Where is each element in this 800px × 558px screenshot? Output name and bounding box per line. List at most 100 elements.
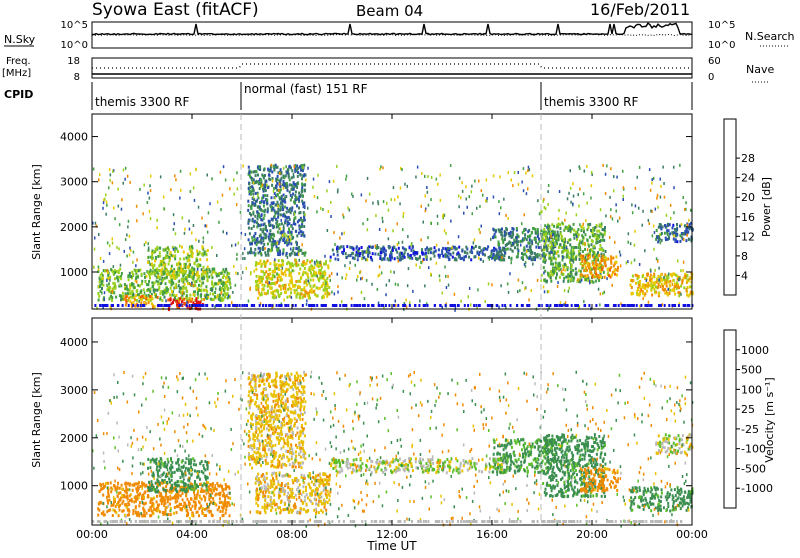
echo-cell [516,227,518,230]
echo-cell [304,213,306,216]
echo-cell [422,253,424,256]
echo-cell [591,171,593,174]
echo-cell [207,279,209,282]
echo-cell [222,510,224,513]
echo-cell [253,181,255,184]
echo-cell [271,218,273,221]
echo-cell [200,490,202,493]
echo-cell [235,272,237,275]
echo-cell [145,484,147,487]
echo-cell [508,171,510,174]
echo-cell [152,285,154,288]
echo-cell [180,286,182,289]
echo-cell [383,200,385,203]
echo-cell [688,238,690,241]
echo-cell [553,225,555,228]
echo-cell [283,194,285,197]
echo-cell [136,258,138,261]
echo-cell [596,230,598,233]
echo-cell [380,255,382,258]
echo-cell [260,185,262,188]
echo-cell [668,304,670,307]
echo-cell [587,248,589,251]
echo-cell [589,280,591,283]
echo-cell [436,262,438,265]
echo-cell [582,255,584,258]
echo-cell [508,291,510,294]
echo-cell [575,273,577,276]
echo-cell [222,488,224,491]
echo-cell [229,514,231,517]
echo-cell [595,304,597,307]
echo-cell [276,185,278,188]
nsearch-tick-top: 10^5 [708,20,735,31]
echo-cell [213,298,215,301]
echo-cell [215,287,217,290]
echo-cell [273,234,275,237]
echo-cell [600,208,602,211]
echo-cell [523,167,525,170]
echo-cell [642,210,644,213]
echo-cell [207,266,209,269]
echo-cell [690,222,692,225]
echo-cell [448,284,450,287]
echo-cell [450,220,452,223]
echo-cell [362,253,364,256]
echo-cell [642,224,644,227]
echo-cell [310,289,312,292]
echo-cell [547,228,549,231]
echo-cell [167,500,169,503]
echo-cell [601,222,603,225]
echo-cell [303,225,305,228]
echo-cell [168,262,170,265]
echo-cell [275,166,277,169]
echo-cell [263,169,265,172]
echo-cell [248,166,250,169]
echo-cell [253,225,255,228]
echo-cell [220,171,222,174]
echo-cell [606,277,608,280]
echo-cell [121,272,123,275]
echo-cell [398,241,400,244]
echo-cell [180,189,182,192]
echo-cell [524,287,526,290]
echo-cell [537,199,539,202]
echo-cell [595,280,597,283]
echo-cell [565,226,567,229]
echo-cell [159,298,161,301]
echo-cell [125,485,127,488]
echo-cell [658,278,660,281]
echo-cell [426,246,428,249]
echo-cell [301,177,303,180]
echo-cell [257,194,259,197]
echo-cell [105,213,107,216]
echo-cell [569,238,571,241]
echo-cell [524,233,526,236]
echo-cell [162,497,164,500]
echo-cell [379,265,381,268]
echo-cell [203,241,205,244]
echo-cell [562,256,564,259]
echo-cell [644,292,646,295]
echo-cell [475,304,477,307]
echo-cell [490,238,492,241]
echo-cell [640,304,642,307]
echo-cell [121,502,123,505]
echo-cell [563,238,565,241]
echo-cell [535,246,537,249]
echo-cell [611,274,613,277]
echo-cell [685,239,687,242]
echo-cell [128,297,130,300]
echo-cell [273,282,275,285]
echo-cell [297,280,299,283]
echo-cell [528,241,530,244]
echo-cell [567,280,569,283]
echo-cell [286,296,288,299]
echo-cell [188,299,190,302]
echo-cell [219,286,221,289]
echo-cell [687,224,689,227]
echo-cell [589,256,591,259]
echo-cell [205,295,207,298]
echo-cell [97,292,99,295]
